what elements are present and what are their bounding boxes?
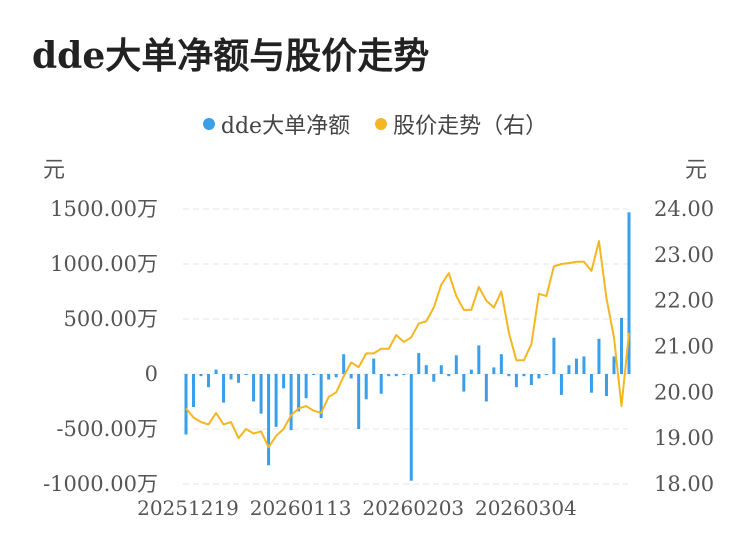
dde-bar	[402, 374, 406, 376]
x-tick-label: 20251219	[137, 496, 239, 520]
x-tick-label: 20260304	[475, 496, 577, 520]
dde-bar	[552, 337, 556, 374]
dde-bar	[252, 374, 256, 402]
right-tick-label: 18.00	[654, 472, 714, 496]
dde-bar	[477, 345, 481, 374]
dde-bar	[424, 365, 428, 374]
left-tick-label: 0	[145, 362, 158, 386]
dde-bar	[267, 374, 271, 466]
dde-bar	[447, 374, 451, 377]
legend-dot-dde	[202, 118, 215, 130]
left-tick-label: 1500.00万	[50, 197, 158, 221]
dde-bar	[589, 374, 593, 393]
dde-bar	[439, 365, 443, 374]
chart-title: dde大单净额与股价走势	[32, 35, 430, 77]
dde-bar	[507, 374, 511, 377]
dde-bar	[304, 374, 308, 399]
dde-bar	[529, 374, 533, 385]
dde-bar	[274, 374, 278, 427]
price-line	[185, 240, 630, 449]
dde-bar	[297, 374, 301, 412]
dde-bar	[387, 374, 391, 377]
dde-bar	[237, 374, 241, 383]
right-tick-label: 24.00	[654, 197, 714, 221]
legend-dot-price	[375, 118, 388, 130]
dde-bar	[469, 369, 473, 374]
dde-bar	[282, 374, 286, 389]
right-tick-label: 19.00	[654, 426, 714, 450]
dde-bar	[567, 365, 571, 374]
right-tick-label: 22.00	[654, 289, 714, 313]
legend-label-price: 股价走势（右）	[393, 114, 548, 139]
left-tick-label: 500.00万	[64, 307, 158, 331]
dde-bar	[319, 374, 323, 418]
dde-bar	[537, 374, 541, 379]
dde-bar	[372, 358, 376, 374]
dde-bar	[612, 356, 616, 374]
dde-bar	[334, 374, 338, 378]
dde-bar	[327, 374, 331, 380]
dde-bar	[454, 355, 458, 374]
dde-bar	[432, 374, 436, 382]
dde-bar	[484, 374, 488, 402]
dde-bar	[522, 374, 526, 377]
dde-bar	[574, 358, 578, 374]
dde-bar	[357, 374, 361, 429]
legend-label-dde: dde大单净额	[220, 114, 351, 139]
dde-bar	[462, 374, 466, 392]
right-axis-unit: 元	[685, 158, 707, 183]
legend-item-price[interactable]: 股价走势（右）	[375, 108, 547, 140]
x-tick-label: 20260113	[250, 496, 352, 520]
dde-bar	[394, 374, 398, 377]
dde-bar	[192, 374, 196, 407]
x-tick-label: 20260203	[362, 496, 464, 520]
dde-bar	[244, 374, 248, 376]
dde-bar	[582, 356, 586, 374]
dde-bar	[364, 374, 368, 400]
dde-bar	[604, 374, 608, 396]
dde-bar	[559, 374, 563, 395]
dde-bar	[409, 374, 413, 481]
dde-bar	[184, 374, 188, 435]
legend: dde大单净额 股价走势（右）	[0, 108, 750, 140]
right-tick-label: 20.00	[654, 380, 714, 404]
dde-bar	[417, 353, 421, 374]
dde-bar	[199, 374, 203, 377]
dde-bar	[627, 212, 631, 374]
dde-bar	[349, 374, 353, 379]
right-tick-label: 21.00	[654, 335, 714, 359]
dde-bar	[499, 354, 503, 374]
legend-item-dde[interactable]: dde大单净额	[202, 108, 351, 140]
dde-bar	[222, 374, 226, 403]
left-tick-label: -500.00万	[56, 417, 158, 441]
dde-bar	[229, 374, 233, 380]
left-axis-unit: 元	[43, 158, 65, 183]
left-tick-label: 1000.00万	[50, 252, 158, 276]
right-tick-label: 23.00	[654, 243, 714, 267]
dde-bar	[312, 374, 316, 376]
dde-bar	[597, 338, 601, 374]
dde-bar	[289, 374, 293, 431]
dde-bar	[544, 374, 548, 376]
dde-bar	[379, 374, 383, 394]
dde-bar	[514, 374, 518, 388]
dde-bar	[342, 354, 346, 374]
dde-bar	[214, 369, 218, 374]
dde-bar	[492, 367, 496, 374]
dde-bar	[619, 317, 623, 374]
left-tick-label: -1000.00万	[43, 472, 158, 496]
dde-bar	[207, 374, 211, 388]
dde-bar	[259, 374, 263, 414]
